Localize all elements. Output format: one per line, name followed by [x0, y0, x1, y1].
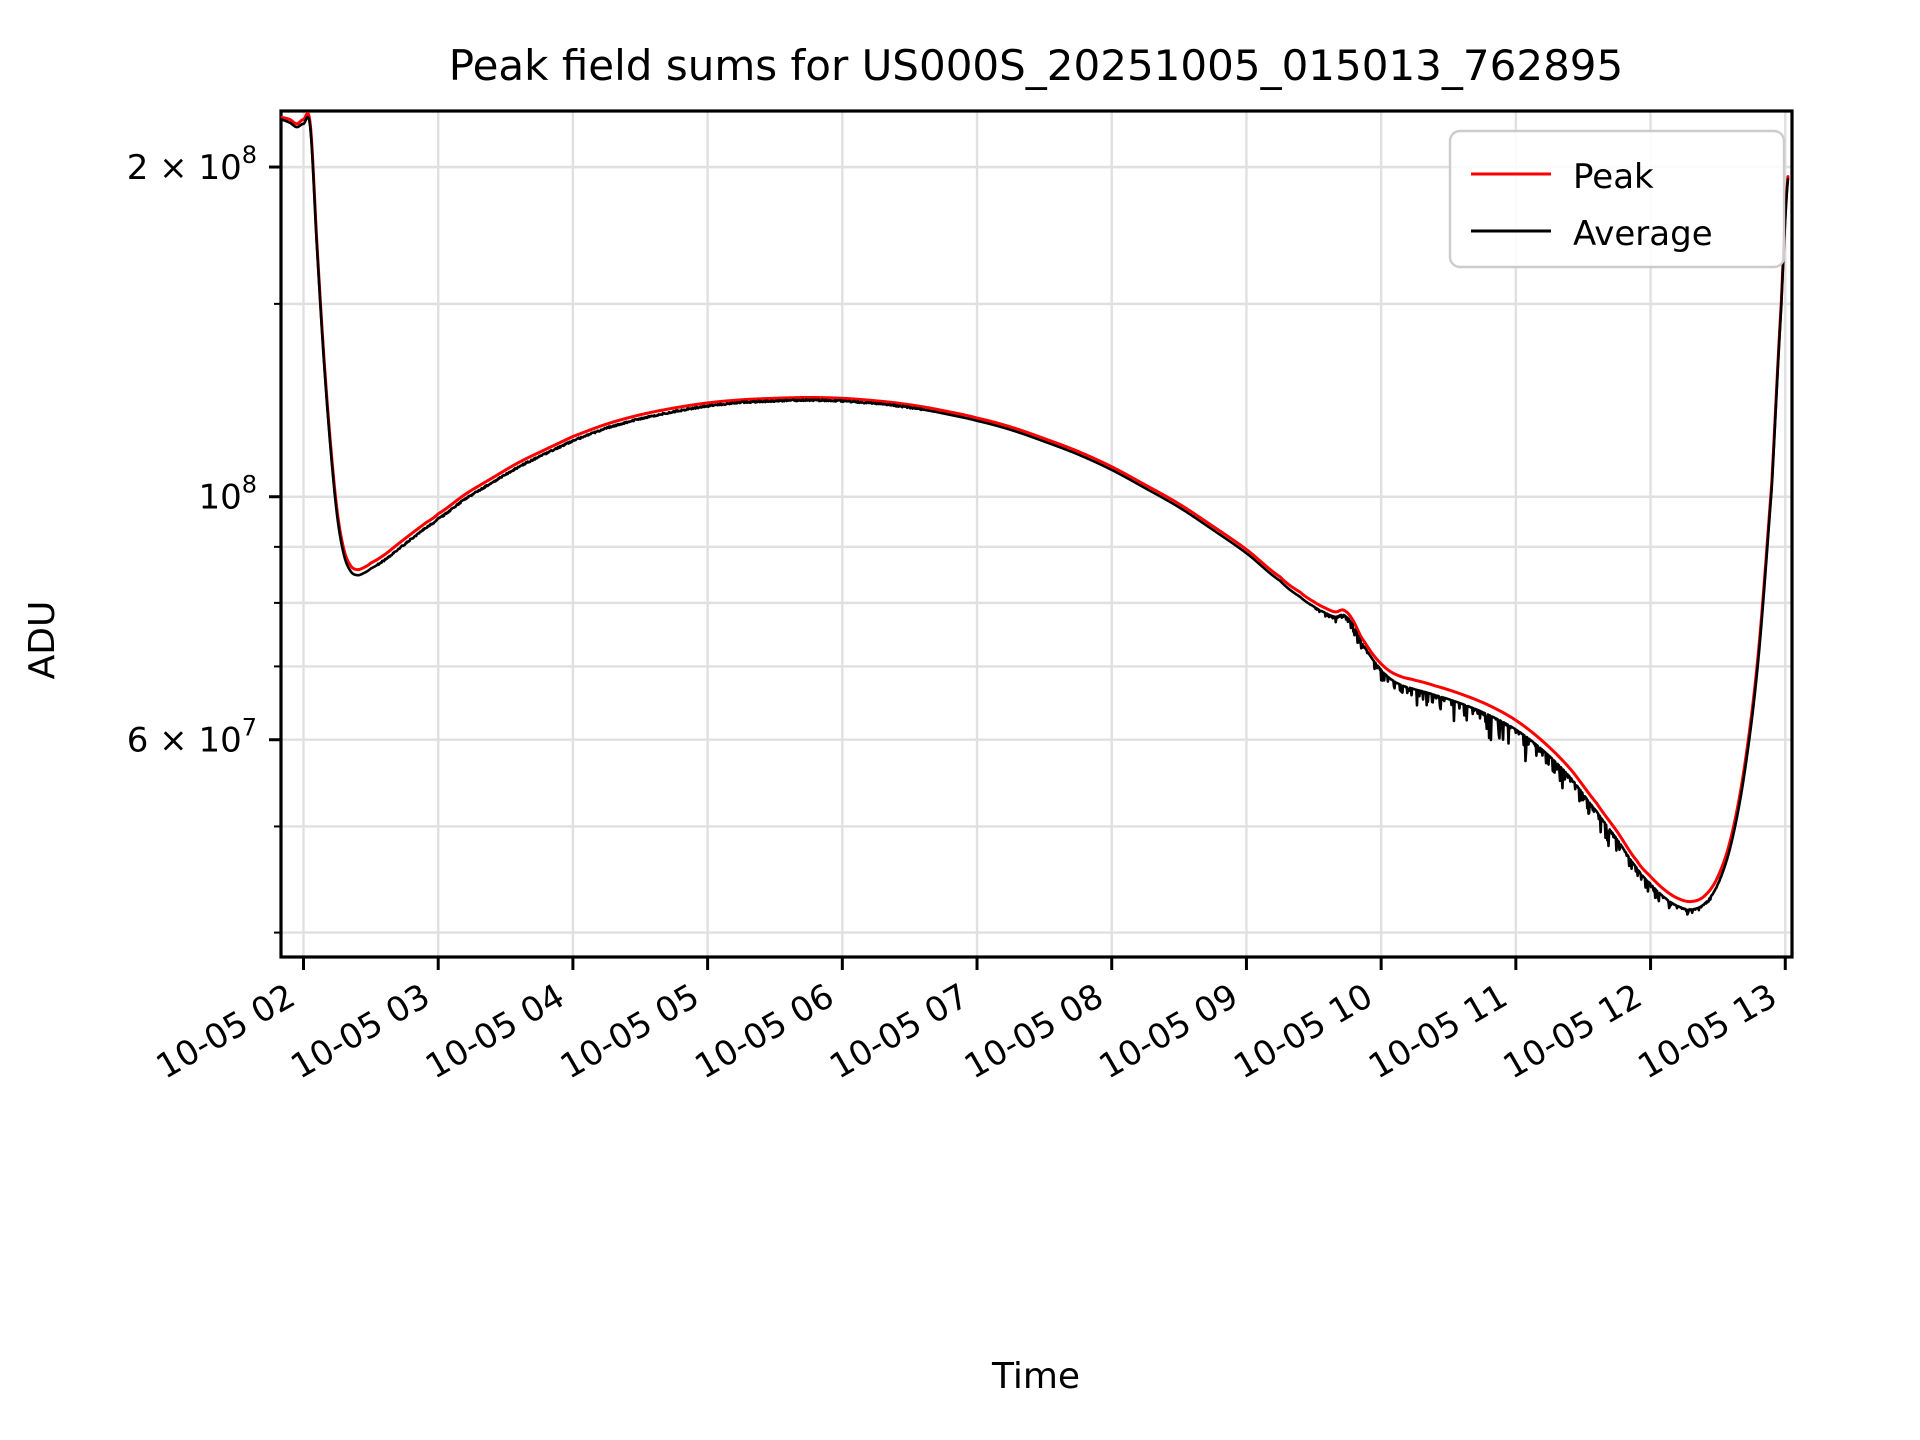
y-axis-label: ADU [22, 601, 63, 680]
chart-title: Peak field sums for US000S_20251005_0150… [449, 41, 1623, 90]
series-line-peak [281, 111, 1790, 904]
chart-legend[interactable]: Peak Average [1448, 129, 1786, 269]
y-tick-label: 6 × 107 [127, 714, 257, 761]
gridlines [281, 111, 1792, 957]
y-tick-label: 108 [198, 471, 257, 518]
x-axis-label: Time [991, 1356, 1080, 1397]
plot-area-border [279, 109, 1794, 959]
legend-item-peak[interactable]: Peak [1471, 157, 1654, 197]
y-axis-ticks: 2 × 108 108 6 × 107 [127, 141, 281, 761]
data-series [281, 111, 1790, 916]
legend-item-average[interactable]: Average [1471, 214, 1713, 254]
y-tick-label: 2 × 108 [127, 141, 257, 188]
legend-label-average: Average [1573, 214, 1713, 254]
series-line-average [281, 115, 1790, 916]
legend-label-peak: Peak [1573, 157, 1654, 197]
legend-box [1448, 129, 1786, 269]
